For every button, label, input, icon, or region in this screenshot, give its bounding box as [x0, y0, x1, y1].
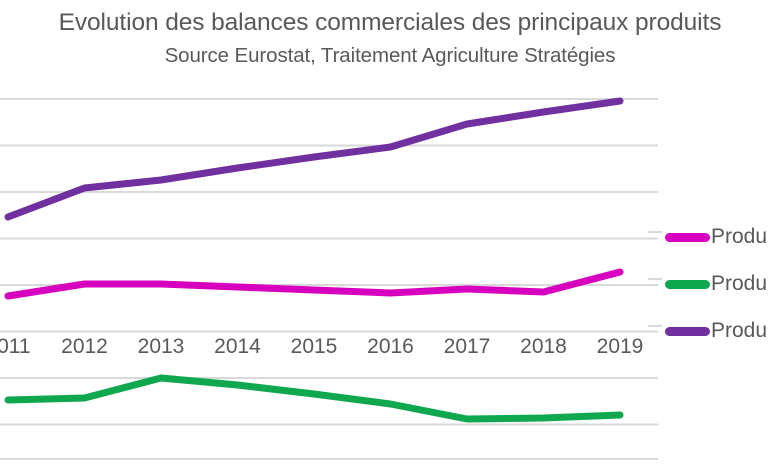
series-lines: [4, 97, 624, 423]
x-tick-label: 2019: [596, 335, 644, 358]
series-line[interactable]: [4, 374, 624, 423]
legend-color-swatch: [665, 326, 710, 336]
series-line[interactable]: [4, 97, 624, 221]
legend-item[interactable]: Produ: [665, 318, 767, 344]
legend-item-label: Produ: [711, 272, 768, 295]
x-tick-label: 2014: [214, 335, 261, 358]
x-tick-label: 2015: [290, 335, 338, 358]
legend-item-label: Produ: [711, 319, 768, 342]
legend-item[interactable]: Produ: [665, 271, 767, 297]
page-title: Evolution des balances commerciales des …: [58, 9, 722, 36]
series-line[interactable]: [4, 268, 624, 300]
x-tick-label: 2013: [137, 335, 185, 358]
x-axis: 2011 2012 2013 2014 2015 2016 2017 2018 2019: [0, 335, 780, 363]
gridlines: [0, 98, 662, 460]
legend-color-swatch: [665, 232, 710, 242]
x-tick-label: 2018: [520, 335, 567, 358]
legend-color-swatch: [665, 279, 710, 289]
chart-legend: Produ Produ Produ: [665, 210, 780, 350]
legend-item[interactable]: Produ: [665, 224, 767, 250]
x-tick-label: 2011: [0, 335, 31, 358]
chart-subtitle: Source Eurostat, Traitement Agriculture …: [164, 44, 616, 67]
x-tick-label: 2016: [367, 335, 414, 358]
legend-item-label: Produ: [711, 225, 768, 248]
x-tick-label: 2012: [61, 335, 108, 358]
x-tick-label: 2017: [443, 335, 491, 358]
